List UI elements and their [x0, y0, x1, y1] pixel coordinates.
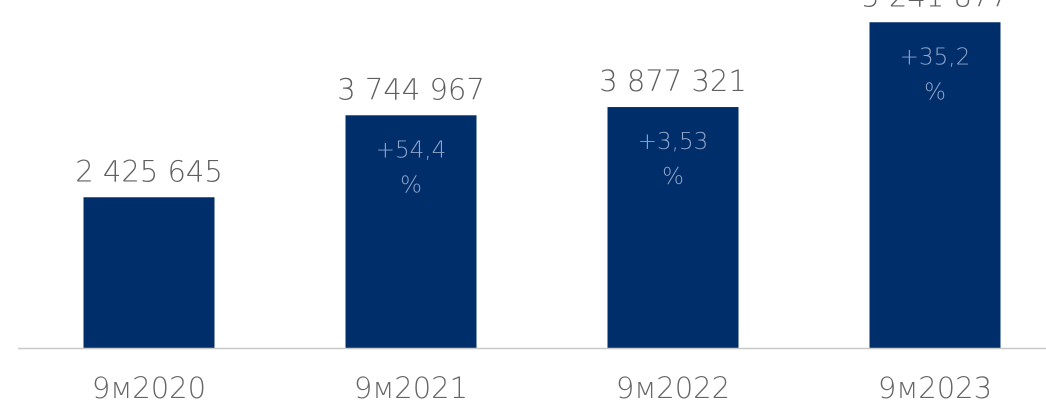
- bar-9м2022: [607, 107, 739, 349]
- bar-9м2020: [83, 197, 215, 348]
- category-label: 9м2021: [354, 371, 468, 405]
- bar-9м2021: [345, 115, 477, 348]
- change-label-percent: %: [924, 79, 946, 105]
- value-label: 3 877 321: [599, 64, 747, 98]
- change-label-percent: %: [662, 164, 684, 190]
- value-label: 5 241 877: [861, 0, 1009, 13]
- change-label: +3,53: [638, 129, 708, 155]
- bar-9м2023: [869, 22, 1001, 348]
- value-labels-group: 2 425 645 3 744 967 3 877 321 5 241 877: [75, 0, 1009, 188]
- category-label: 9м2023: [878, 371, 992, 405]
- change-label: +35,2: [900, 44, 970, 70]
- category-label: 9м2022: [616, 371, 730, 405]
- category-label: 9м2020: [92, 371, 206, 405]
- change-label: +54,4: [376, 137, 446, 163]
- change-labels-group: +54,4% +3,53% +35,2%: [376, 44, 970, 198]
- change-label-percent: %: [400, 172, 422, 198]
- category-labels-group: 9м2020 9м2021 9м2022 9м2023: [92, 371, 992, 405]
- value-label: 3 744 967: [337, 72, 485, 106]
- value-label: 2 425 645: [75, 154, 223, 188]
- bars-group: [83, 22, 1001, 349]
